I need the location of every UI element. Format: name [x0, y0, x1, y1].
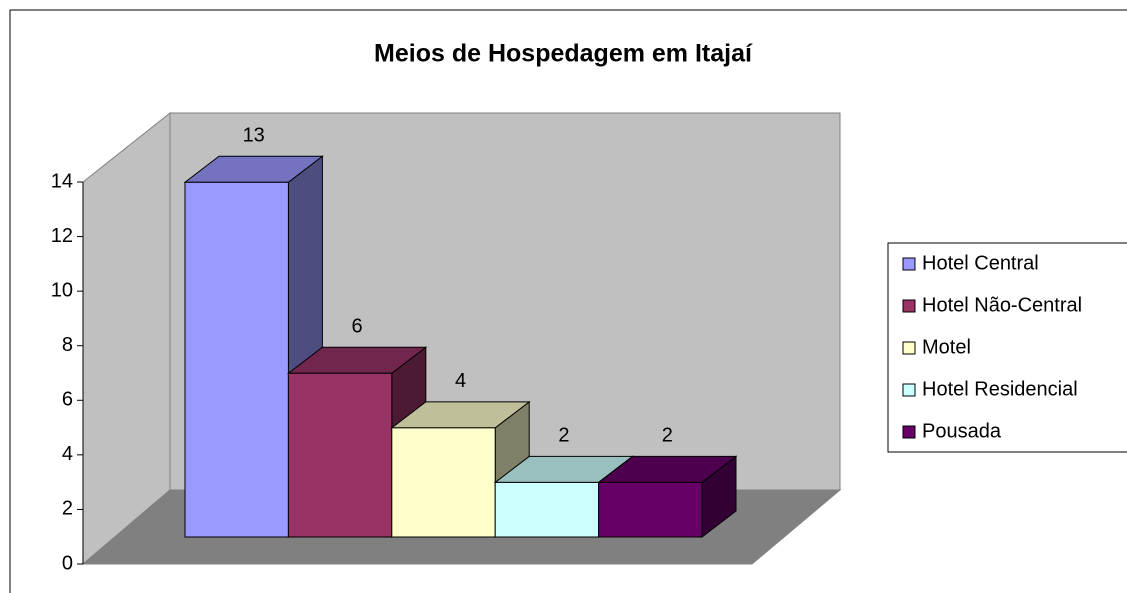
y-tick-label: 6: [62, 389, 73, 411]
bar: [391, 427, 496, 538]
legend: [887, 242, 1127, 453]
legend-swatch: [902, 425, 916, 439]
legend-swatch: [902, 299, 916, 313]
y-tick-label: 14: [51, 170, 73, 192]
chart-title: Meios de Hospedagem em Itajaí: [374, 40, 753, 68]
legend-label: Hotel Central: [922, 252, 1039, 274]
data-label: 4: [455, 370, 466, 392]
y-tick-label: 2: [62, 498, 73, 520]
legend-label: Hotel Residencial: [922, 378, 1078, 400]
y-tick-label: 8: [62, 334, 73, 356]
data-label: 13: [243, 125, 265, 147]
legend-swatch: [902, 341, 916, 355]
side-wall: [82, 111, 171, 566]
data-label: 2: [662, 425, 673, 447]
legend-label: Pousada: [922, 420, 1002, 442]
bar: [598, 481, 703, 538]
bar: [184, 181, 289, 538]
bar: [287, 372, 393, 538]
data-label: 2: [558, 425, 569, 447]
y-tick-label: 10: [51, 279, 73, 301]
legend-swatch: [902, 383, 916, 397]
y-tick-label: 4: [62, 443, 73, 465]
legend-label: Hotel Não-Central: [922, 294, 1082, 316]
bar: [494, 481, 600, 538]
y-tick-label: 12: [51, 225, 73, 247]
legend-label: Motel: [922, 336, 971, 358]
legend-swatch: [902, 257, 916, 271]
y-tick-label: 0: [62, 552, 73, 574]
data-label: 6: [352, 316, 363, 338]
